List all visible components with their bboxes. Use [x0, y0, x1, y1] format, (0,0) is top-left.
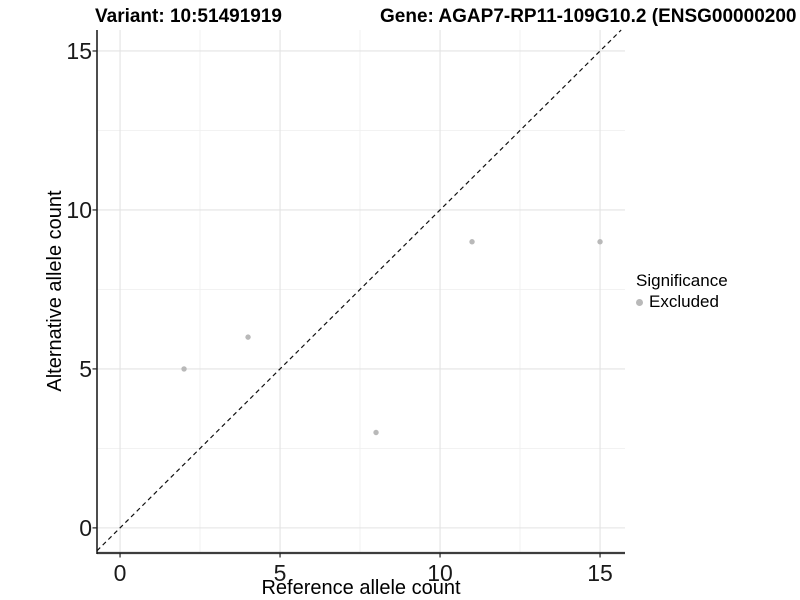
variant-title: Variant: 10:51491919 — [95, 6, 282, 27]
data-points — [181, 239, 603, 436]
legend-item-excluded: Excluded — [636, 292, 728, 312]
data-point — [373, 429, 379, 436]
y-tick-label: 0 — [79, 514, 92, 541]
data-point — [181, 366, 187, 372]
axis-tick-marks — [92, 50, 601, 558]
data-point — [469, 239, 475, 245]
legend-point-swatch — [636, 298, 643, 306]
legend-item-label: Excluded — [649, 292, 719, 311]
gene-title: Gene: AGAP7-RP11-109G10.2 (ENSG00000200 — [380, 6, 797, 27]
x-tick-label: 10 — [427, 560, 453, 586]
y-axis-title: Alternative allele count — [44, 190, 66, 392]
identity-line — [96, 29, 622, 552]
minor-gridlines — [97, 30, 625, 553]
data-point — [245, 334, 251, 340]
legend-title: Significance — [636, 271, 728, 290]
y-tick-label: 15 — [66, 37, 92, 64]
major-gridlines — [97, 30, 625, 553]
x-tick-label: 15 — [587, 560, 613, 586]
identity-dashed-line — [96, 29, 622, 552]
x-tick-label: 0 — [113, 560, 127, 586]
x-tick-label: 5 — [273, 560, 287, 586]
y-tick-label: 5 — [79, 355, 92, 382]
legend: Significance Excluded — [636, 270, 728, 312]
x-axis-title: Reference allele count — [261, 577, 461, 599]
data-point — [597, 239, 603, 245]
axis-lines — [96, 30, 625, 555]
y-tick-label: 10 — [66, 196, 92, 223]
